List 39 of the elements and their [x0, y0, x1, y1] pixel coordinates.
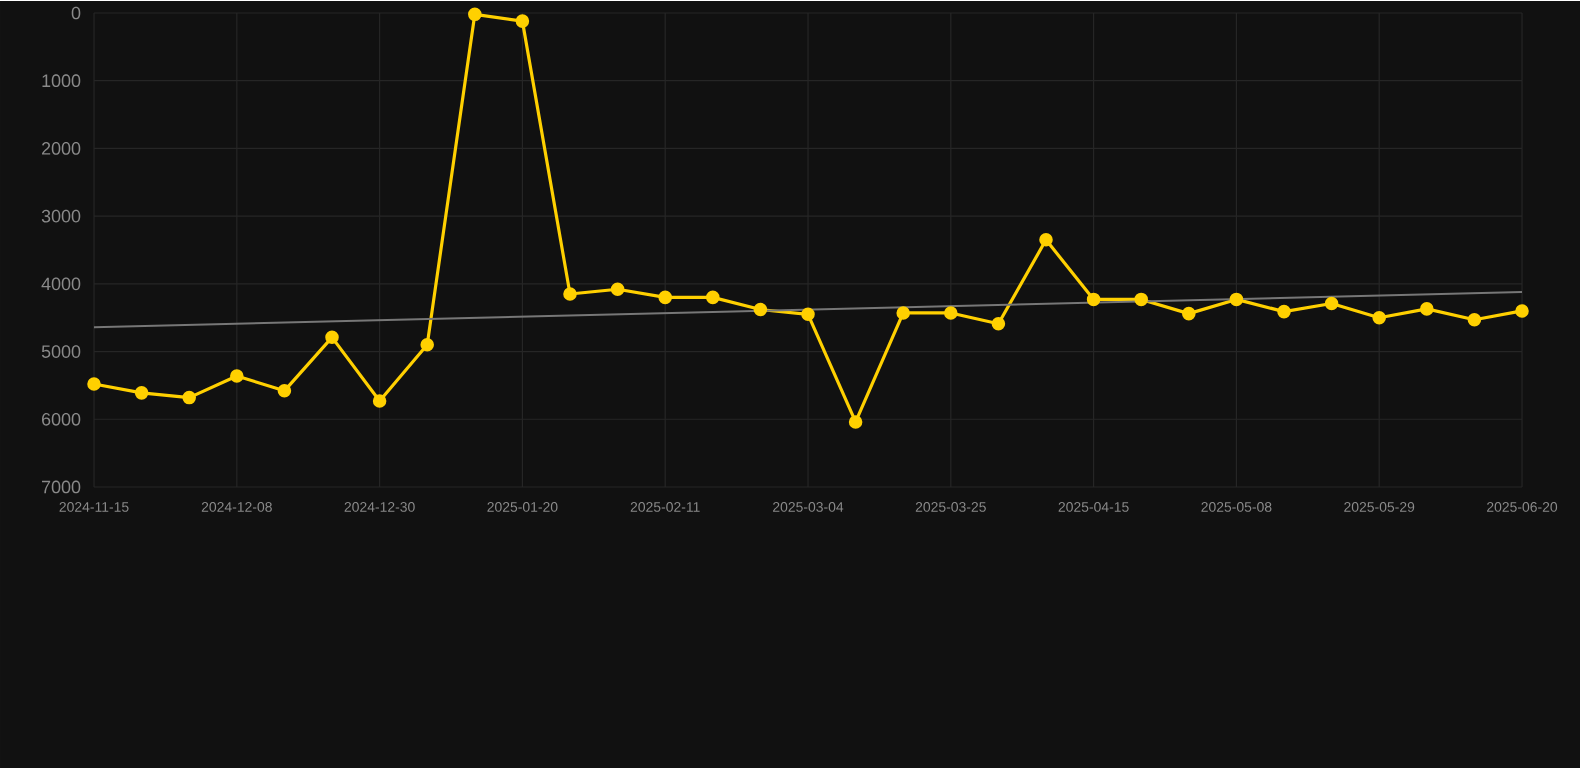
- point: [753, 302, 768, 316]
- y-tick-label: 5000: [41, 344, 81, 358]
- point: [134, 385, 149, 400]
- y-tick-label: 7000: [42, 480, 81, 493]
- point: [1039, 232, 1053, 247]
- point: [230, 368, 244, 383]
- point: [706, 290, 720, 304]
- point: [87, 376, 101, 391]
- point: [1467, 312, 1482, 327]
- point: [182, 390, 196, 404]
- y-tick-label: 4000: [41, 277, 81, 290]
- point: [372, 393, 387, 408]
- point: [468, 7, 482, 21]
- y-tick-label: 2000: [42, 141, 81, 155]
- point: [563, 286, 577, 301]
- y-tick-label: 3000: [41, 209, 81, 223]
- point: [991, 316, 1006, 331]
- point: [610, 282, 625, 296]
- point: [1515, 303, 1529, 318]
- point: [1277, 304, 1291, 318]
- point: [277, 383, 292, 398]
- point: [658, 290, 672, 304]
- y-tick-label: 1000: [42, 73, 81, 87]
- point: [1324, 296, 1339, 310]
- point: [1420, 301, 1434, 316]
- point: [801, 307, 815, 321]
- point: [325, 330, 339, 344]
- point: [1229, 292, 1244, 306]
- y-tick-label: 0: [71, 6, 81, 19]
- point: [848, 414, 863, 429]
- point: [1086, 292, 1101, 306]
- point: [420, 337, 434, 352]
- point: [515, 13, 530, 28]
- point: [1372, 310, 1386, 325]
- point: [896, 305, 910, 320]
- point: [1182, 306, 1196, 320]
- point: [944, 305, 958, 320]
- y-tick-label: 6000: [42, 412, 81, 426]
- point: [1134, 292, 1148, 306]
